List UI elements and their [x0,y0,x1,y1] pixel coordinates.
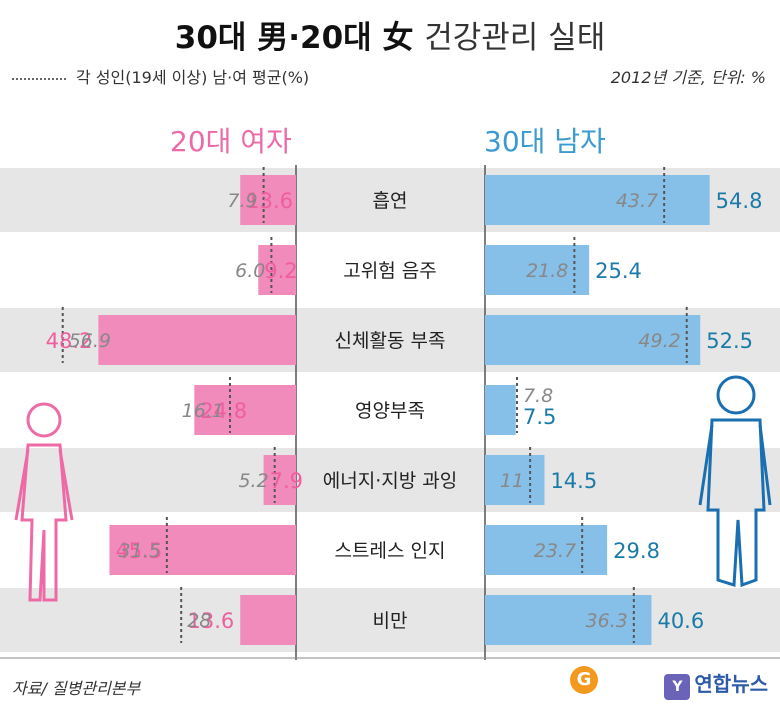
women-average-label: 6.0 [235,260,265,282]
women-value-label: 48.2 [46,329,93,353]
category-label: 영양부족 [355,400,425,422]
men-bar [485,175,710,225]
g-logo-icon: G [570,666,598,694]
women-bar [258,245,296,295]
women-bar [263,455,296,505]
men-average-label: 49.2 [638,330,680,352]
women-average-label: 31.5 [119,540,161,562]
category-label: 비만 [373,610,408,632]
legend-label: 각 성인(19세 이상) 남·여 평균(%) [76,68,310,87]
men-value-label: 52.5 [706,329,753,353]
basis-note: 2012년 기준, 단위: % [610,68,766,87]
men-average-label: 36.3 [586,610,628,632]
women-bar [240,595,296,645]
row-stripe [0,448,780,512]
women-value-label: 9.2 [264,259,297,283]
women-average-label: 56.9 [69,330,111,352]
men-value-label: 14.5 [550,469,597,493]
men-bar [485,595,652,645]
yonhap-logo: Y 연합뉴스 [664,668,768,700]
chart-title: 30대 男·20대 女 건강관리 실태 [0,12,780,57]
title-rest: 건강관리 실태 [424,20,606,56]
men-average-label: 23.7 [534,540,576,562]
women-bar [109,525,296,575]
women-value-label: 45.5 [115,539,162,563]
men-bar [485,315,701,365]
men-average-label: 7.8 [523,385,553,407]
logo-text: 연합뉴스 [694,672,768,696]
women-bar [240,175,296,225]
legend: 각 성인(19세 이상) 남·여 평균(%) [12,64,309,88]
women-value-label: 13.6 [246,189,293,213]
men-value-label: 29.8 [613,539,660,563]
men-bar [485,245,590,295]
category-label: 고위험 음주 [343,260,436,282]
women-value-label: 24.8 [200,399,247,423]
men-average-label: 21.8 [526,260,568,282]
women-average-label: 5.2 [238,470,268,492]
men-bar [485,455,545,505]
women-average-label: 28 [187,610,211,632]
category-label: 스트레스 인지 [335,540,446,562]
source-note: 자료/ 질병관리본부 [12,679,141,698]
women-value-label: 13.6 [187,609,234,633]
category-label: 흡연 [373,190,408,212]
women-bar [98,315,296,365]
men-value-label: 54.8 [716,189,763,213]
men-group-title: 30대 남자 [484,125,606,158]
women-average-label: 16.1 [182,400,224,422]
women-average-label: 7.9 [227,190,257,212]
men-value-label: 40.6 [657,609,704,633]
women-bar [194,385,296,435]
title-bold: 30대 男·20대 女 [174,20,414,56]
yonhap-logo-icon: Y [664,674,691,700]
women-value-label: 7.9 [270,469,303,493]
men-value-label: 25.4 [595,259,642,283]
woman-figure-icon [14,402,74,602]
women-group-title: 20대 여자 [170,125,292,158]
men-average-label: 11 [500,470,524,492]
man-figure-icon [698,375,772,588]
men-bar [485,385,516,435]
men-average-label: 43.7 [616,190,658,212]
category-label: 신체활동 부족 [335,330,446,352]
category-label: 에너지·지방 과잉 [323,470,457,492]
men-value-label: 7.5 [523,405,556,429]
men-bar [485,525,608,575]
average-line-legend-icon [12,77,66,80]
